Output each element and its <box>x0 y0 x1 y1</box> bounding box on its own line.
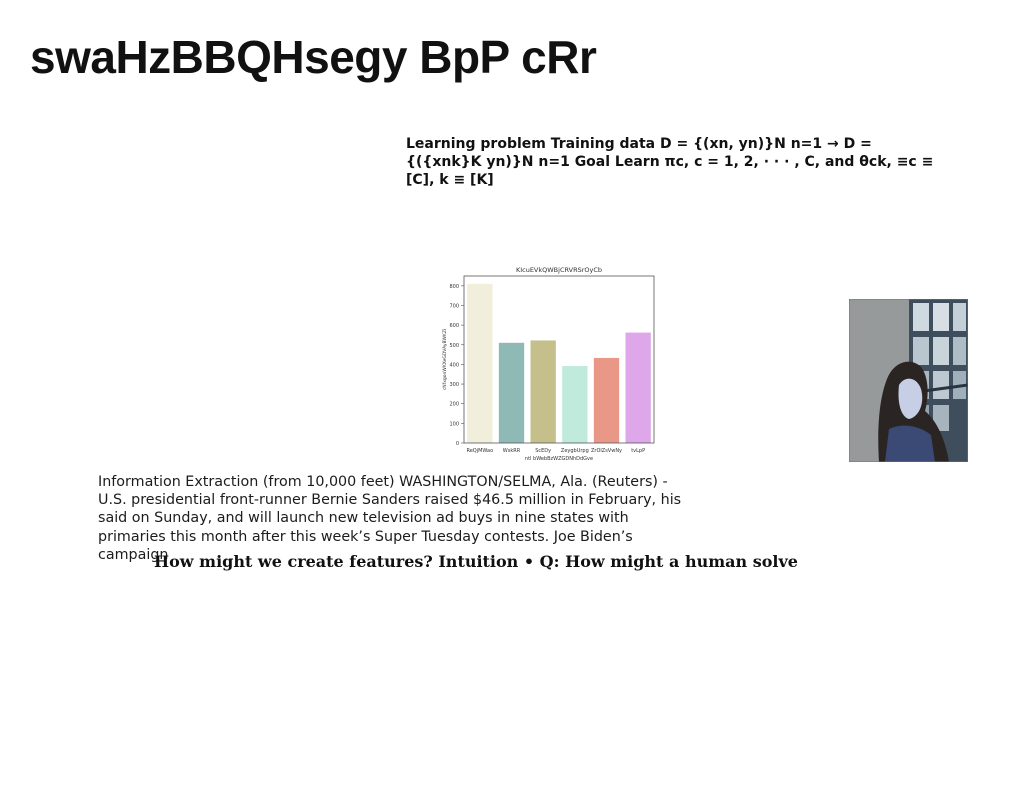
chart-frame <box>463 275 655 444</box>
x-tick-label: ZrOlZsVwNy <box>591 448 622 454</box>
bar-chart: KIcuEVkQWBjCRVRSrOyCb ReQjMWao WskRR ScEDy Z… <box>442 266 655 462</box>
bar-chart-figure: KIcuEVkQWBjCRVRSrOyCb ReQjMWao WskRR ScEDy Z… <box>438 262 662 466</box>
x-tick-label: WskRR <box>503 448 521 454</box>
y-tick-label: 500 <box>449 343 459 349</box>
chart-bar <box>530 340 556 443</box>
chart-bar <box>467 283 493 443</box>
y-tick-label: 100 <box>449 421 459 427</box>
y-tick-label: 600 <box>449 323 459 329</box>
intuition-question: How might we create features? Intuition … <box>154 552 798 571</box>
y-tick-label: 200 <box>449 402 459 408</box>
chart-bar <box>498 342 525 443</box>
x-tick-label: ReQjMWao <box>466 448 493 454</box>
y-tick-label: 300 <box>449 382 459 388</box>
chart-bar <box>562 365 588 443</box>
x-tick-label: ZeygbUrpg <box>561 448 589 454</box>
y-tick-label: 0 <box>456 441 459 447</box>
information-extraction-text: Information Extraction (from 10,000 feet… <box>98 474 682 563</box>
learning-problem-text: Learning problem Training data D = {(xn,… <box>406 136 934 188</box>
chart-bar <box>625 332 651 443</box>
x-tick-label: ScEDy <box>535 448 551 454</box>
slide-title: swaHzBBQHsegy BpP cRr <box>30 31 597 83</box>
y-tick-label: 400 <box>449 362 459 368</box>
chart-bar <box>593 357 620 443</box>
y-tick-label: 800 <box>449 284 459 290</box>
x-tick-label: tvLpP <box>631 448 645 454</box>
person-at-window-photo <box>849 299 968 462</box>
y-axis-label: cNfxgonWKXeGDVAyBWKZi <box>442 329 448 390</box>
chart-title: KIcuEVkQWBjCRVRSrOyCb <box>516 266 602 274</box>
y-tick-label: 700 <box>449 303 459 309</box>
x-axis-label: ntl bWebBzWZGDNhDdGve <box>525 456 593 462</box>
